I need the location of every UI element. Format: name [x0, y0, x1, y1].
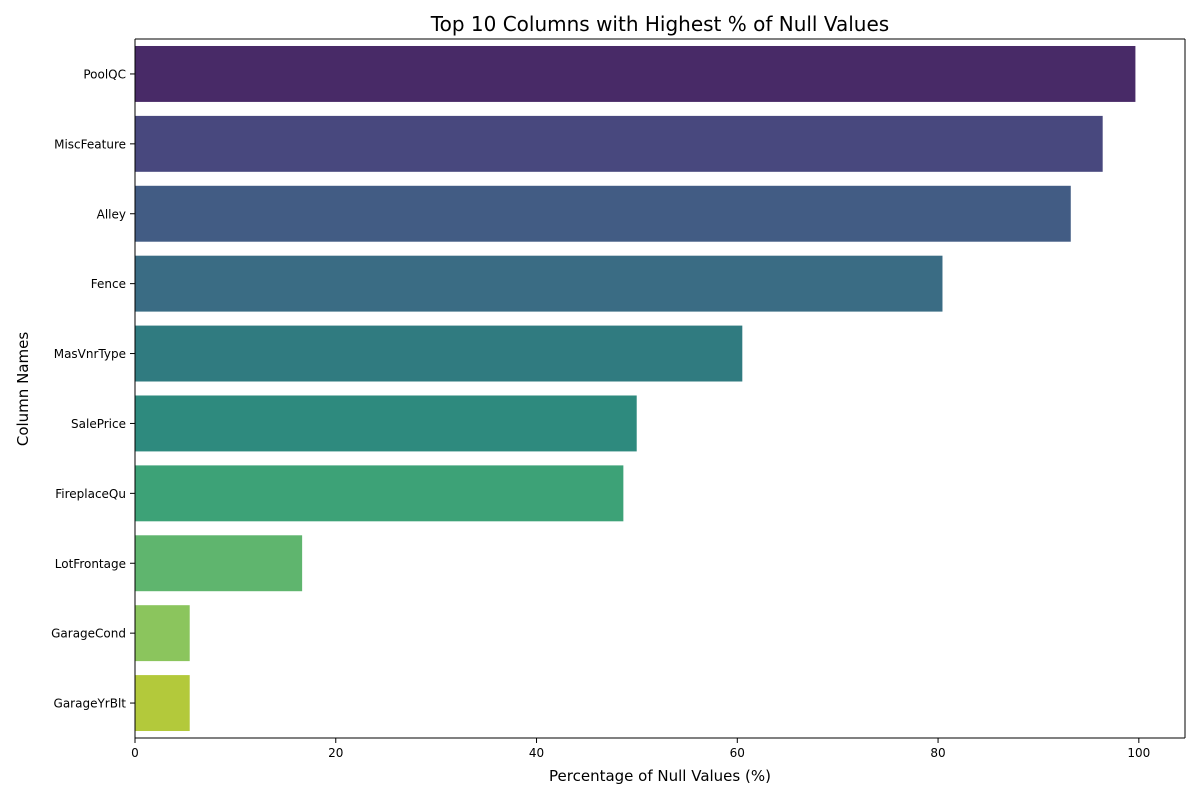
y-tick-label: Fence [91, 277, 126, 291]
x-axis-label: Percentage of Null Values (%) [549, 767, 771, 785]
bar-masvnrtype [135, 325, 743, 382]
bar-garageyrblt [135, 675, 190, 732]
y-tick-label: LotFrontage [55, 557, 126, 571]
x-tick-label: 0 [131, 746, 139, 760]
bar-fence [135, 255, 943, 312]
bars-group [135, 45, 1136, 732]
x-tick-label: 80 [930, 746, 945, 760]
y-tick-label: FireplaceQu [55, 487, 126, 501]
y-tick-label: GarageCond [51, 627, 126, 641]
y-axis: PoolQC MiscFeature Alley Fence MasVnrType Sal… [51, 67, 135, 711]
bar-lotfrontage [135, 535, 303, 592]
x-tick-label: 40 [529, 746, 544, 760]
bar-poolqc [135, 45, 1136, 102]
x-axis: 0 20 40 60 80 100 [131, 738, 1150, 760]
x-tick-label: 60 [730, 746, 745, 760]
y-tick-label: GarageYrBlt [54, 697, 127, 711]
x-tick-label: 100 [1127, 746, 1150, 760]
y-tick-label: MasVnrType [54, 347, 126, 361]
chart-title: Top 10 Columns with Highest % of Null Va… [430, 12, 889, 36]
bar-fireplacequ [135, 465, 624, 522]
bar-alley [135, 185, 1071, 242]
y-tick-label: Alley [97, 207, 126, 221]
bar-saleprice [135, 395, 637, 452]
x-tick-label: 20 [328, 746, 343, 760]
bar-miscfeature [135, 115, 1103, 172]
y-tick-label: MiscFeature [54, 137, 126, 151]
bar-garagecond [135, 605, 190, 662]
y-tick-label: SalePrice [71, 417, 126, 431]
y-axis-label: Column Names [14, 332, 32, 446]
y-tick-label: PoolQC [83, 67, 126, 81]
axis-spines [134, 38, 1186, 739]
